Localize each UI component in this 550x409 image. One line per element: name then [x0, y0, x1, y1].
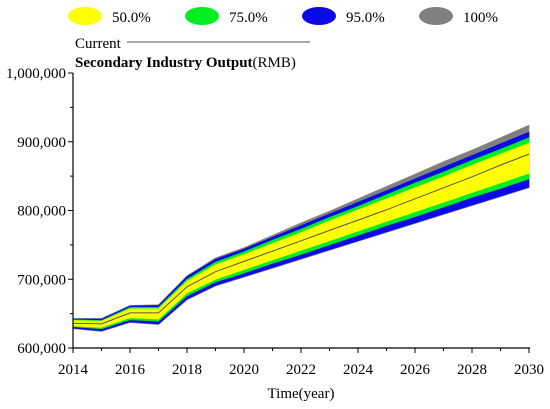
legend-label: 75.0% — [229, 10, 268, 26]
x-tick-label: 2020 — [229, 362, 259, 378]
legend-item-95: 95.0% — [302, 7, 385, 26]
y-tick-label: 700,000 — [17, 272, 66, 288]
x-tick-label: 2018 — [172, 362, 202, 378]
x-axis-label: Time(year) — [268, 386, 335, 402]
current-legend-label: Current — [75, 36, 122, 52]
legend-swatch-75 — [185, 7, 219, 25]
legend-swatch-100 — [419, 7, 453, 25]
legend-swatch-95 — [302, 7, 336, 25]
legend-item-100: 100% — [419, 7, 498, 26]
y-tick-label: 600,000 — [17, 341, 66, 357]
axes: 600,000 700,000 800,000 900,000 1,000,000 201… — [6, 66, 544, 378]
x-tick-label: 2030 — [514, 362, 544, 378]
legend-item-75: 75.0% — [185, 7, 268, 26]
x-tick-label: 2024 — [343, 362, 374, 378]
legend-label: 50.0% — [112, 10, 151, 26]
y-tick-label: 1,000,000 — [6, 66, 66, 82]
band-50 — [72, 142, 530, 328]
legend-swatch-50 — [68, 7, 102, 25]
legend-label: 95.0% — [346, 10, 385, 26]
y-tick-label: 900,000 — [17, 135, 66, 151]
legend: 50.0% 75.0% 95.0% 100% — [68, 7, 498, 26]
variable-unit: (RMB) — [253, 55, 296, 71]
legend-item-50: 50.0% — [68, 7, 151, 26]
y-tick-label: 800,000 — [17, 204, 66, 220]
x-tick-label: 2016 — [115, 362, 146, 378]
current-line — [72, 153, 530, 325]
x-tick-label: 2014 — [58, 362, 89, 378]
uncertainty-bands — [72, 124, 530, 332]
x-tick-label: 2026 — [400, 362, 431, 378]
x-tick-label: 2028 — [457, 362, 487, 378]
variable-name: Secondary Industry Output — [75, 55, 253, 71]
legend-label: 100% — [463, 10, 498, 26]
chart-title: Secondary Industry Output(RMB) — [75, 55, 296, 71]
current-legend: Current — [75, 36, 310, 52]
x-tick-label: 2022 — [286, 362, 316, 378]
